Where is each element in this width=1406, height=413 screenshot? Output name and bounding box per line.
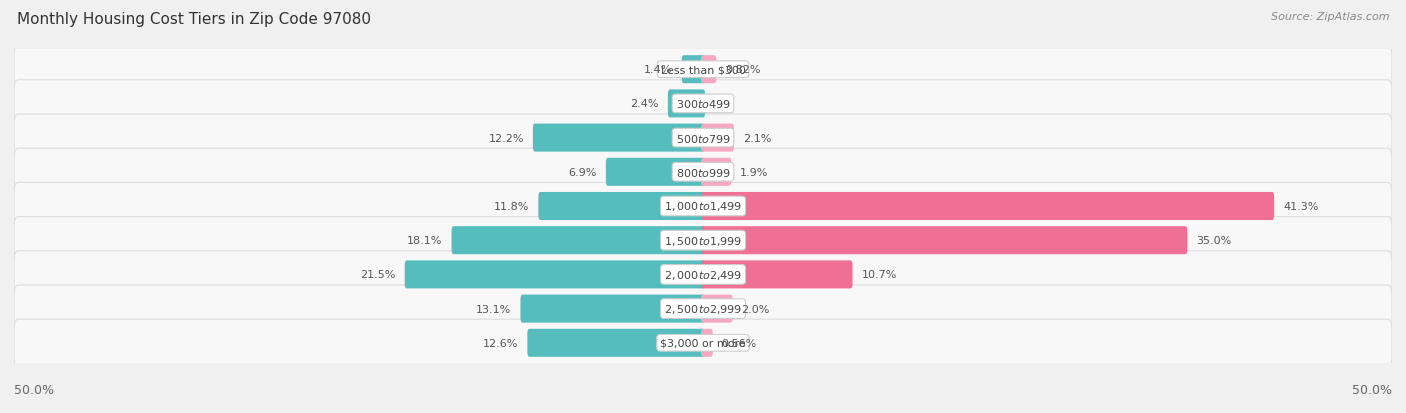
- Text: 10.7%: 10.7%: [862, 270, 897, 280]
- FancyBboxPatch shape: [405, 261, 704, 289]
- Text: $800 to $999: $800 to $999: [675, 166, 731, 178]
- Text: 2.0%: 2.0%: [741, 304, 770, 314]
- FancyBboxPatch shape: [451, 227, 704, 254]
- Text: 12.6%: 12.6%: [484, 338, 519, 348]
- Text: $3,000 or more: $3,000 or more: [661, 338, 745, 348]
- Text: $500 to $799: $500 to $799: [675, 132, 731, 144]
- Text: $2,000 to $2,499: $2,000 to $2,499: [664, 268, 742, 281]
- FancyBboxPatch shape: [668, 90, 704, 118]
- FancyBboxPatch shape: [14, 319, 1392, 366]
- FancyBboxPatch shape: [14, 149, 1392, 196]
- Text: 35.0%: 35.0%: [1197, 236, 1232, 246]
- FancyBboxPatch shape: [527, 329, 704, 357]
- FancyBboxPatch shape: [14, 47, 1392, 94]
- FancyBboxPatch shape: [14, 183, 1392, 230]
- Text: 13.1%: 13.1%: [477, 304, 512, 314]
- Text: 2.1%: 2.1%: [742, 133, 772, 143]
- FancyBboxPatch shape: [14, 217, 1392, 264]
- FancyBboxPatch shape: [702, 227, 1187, 254]
- Text: 21.5%: 21.5%: [360, 270, 395, 280]
- Text: 1.4%: 1.4%: [644, 65, 672, 75]
- FancyBboxPatch shape: [702, 329, 713, 357]
- Text: 0.56%: 0.56%: [721, 338, 756, 348]
- Text: 50.0%: 50.0%: [1353, 384, 1392, 396]
- FancyBboxPatch shape: [14, 285, 1392, 332]
- Text: 12.2%: 12.2%: [488, 133, 524, 143]
- FancyBboxPatch shape: [538, 192, 704, 221]
- Text: $2,500 to $2,999: $2,500 to $2,999: [664, 302, 742, 316]
- Text: 6.9%: 6.9%: [568, 167, 598, 177]
- Text: 50.0%: 50.0%: [14, 384, 53, 396]
- Text: 1.9%: 1.9%: [740, 167, 769, 177]
- Text: $1,000 to $1,499: $1,000 to $1,499: [664, 200, 742, 213]
- FancyBboxPatch shape: [682, 56, 704, 84]
- Text: $1,500 to $1,999: $1,500 to $1,999: [664, 234, 742, 247]
- Text: Monthly Housing Cost Tiers in Zip Code 97080: Monthly Housing Cost Tiers in Zip Code 9…: [17, 12, 371, 27]
- FancyBboxPatch shape: [702, 56, 717, 84]
- Text: 11.8%: 11.8%: [494, 202, 530, 211]
- FancyBboxPatch shape: [702, 159, 731, 186]
- FancyBboxPatch shape: [14, 115, 1392, 162]
- FancyBboxPatch shape: [533, 124, 704, 152]
- Text: Source: ZipAtlas.com: Source: ZipAtlas.com: [1271, 12, 1389, 22]
- FancyBboxPatch shape: [702, 124, 734, 152]
- Text: 18.1%: 18.1%: [408, 236, 443, 246]
- Text: Less than $300: Less than $300: [661, 65, 745, 75]
- Text: $300 to $499: $300 to $499: [675, 98, 731, 110]
- FancyBboxPatch shape: [14, 251, 1392, 298]
- FancyBboxPatch shape: [606, 159, 704, 186]
- FancyBboxPatch shape: [702, 295, 733, 323]
- Text: 41.3%: 41.3%: [1284, 202, 1319, 211]
- FancyBboxPatch shape: [520, 295, 704, 323]
- FancyBboxPatch shape: [702, 261, 852, 289]
- FancyBboxPatch shape: [702, 192, 1274, 221]
- Text: 2.4%: 2.4%: [630, 99, 659, 109]
- FancyBboxPatch shape: [14, 81, 1392, 128]
- Text: 0.82%: 0.82%: [725, 65, 761, 75]
